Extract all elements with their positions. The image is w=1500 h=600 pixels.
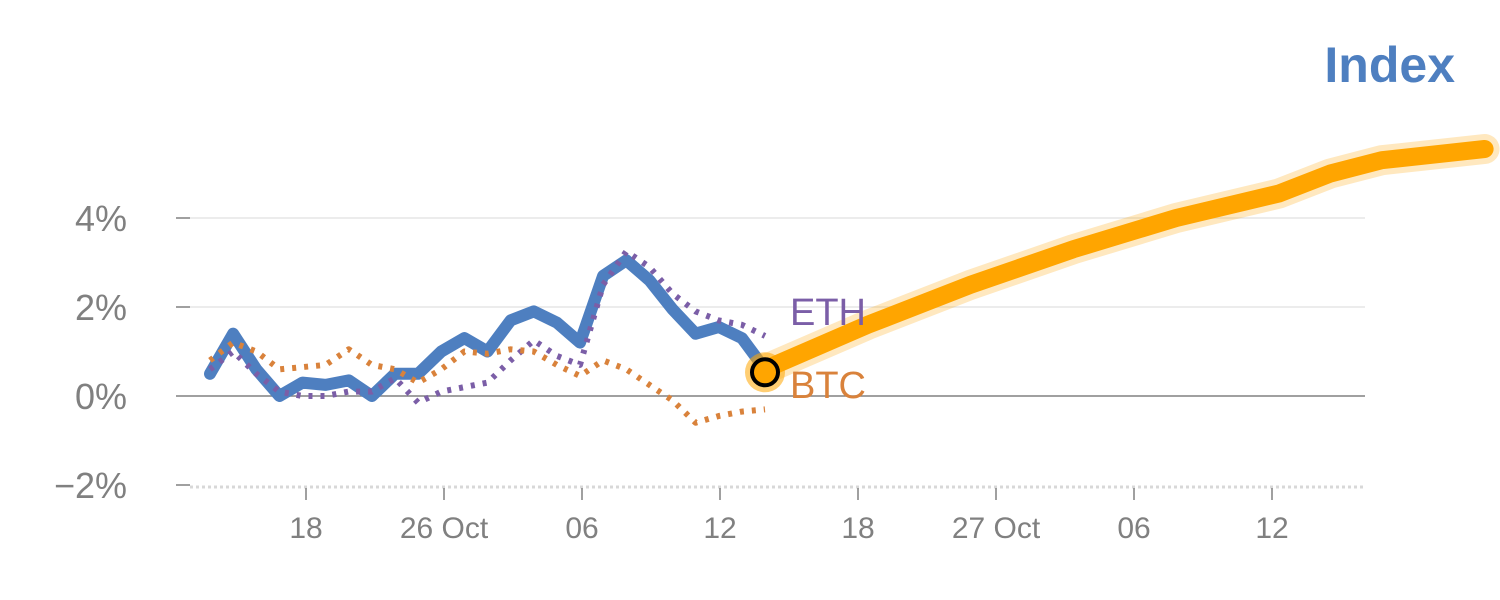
- y-tick-label: −2%: [54, 465, 127, 506]
- y-tick-label: 0%: [75, 376, 127, 417]
- x-tick-label: 06: [565, 512, 598, 545]
- x-tick-label: 27 Oct: [952, 512, 1041, 545]
- x-tick-label: 06: [1117, 512, 1150, 545]
- y-tick-label: 2%: [75, 287, 127, 328]
- x-tick-label: 18: [289, 512, 322, 545]
- projection-halo: [750, 134, 1500, 385]
- x-tick-label: 18: [841, 512, 874, 545]
- x-tick-label: 12: [703, 512, 736, 545]
- projection-line: [756, 140, 1494, 379]
- x-tick-label: 12: [1255, 512, 1288, 545]
- series-line-btc: [208, 339, 766, 426]
- series-lines: [204, 134, 1500, 426]
- x-tick-label: 26 Oct: [400, 512, 489, 545]
- series-label-eth: ETH: [790, 292, 866, 334]
- series-line-main: [204, 254, 771, 402]
- chart-title: Index: [1324, 37, 1455, 93]
- axes: 4% 2% 0% −2% 18 26 Oct 06 12 18 27 Oct 06 12: [54, 198, 1289, 545]
- series-label-btc: BTC: [790, 365, 866, 407]
- y-tick-label: 4%: [75, 198, 127, 239]
- marker-point: [750, 357, 780, 388]
- series-labels: ETH BTC: [790, 292, 866, 407]
